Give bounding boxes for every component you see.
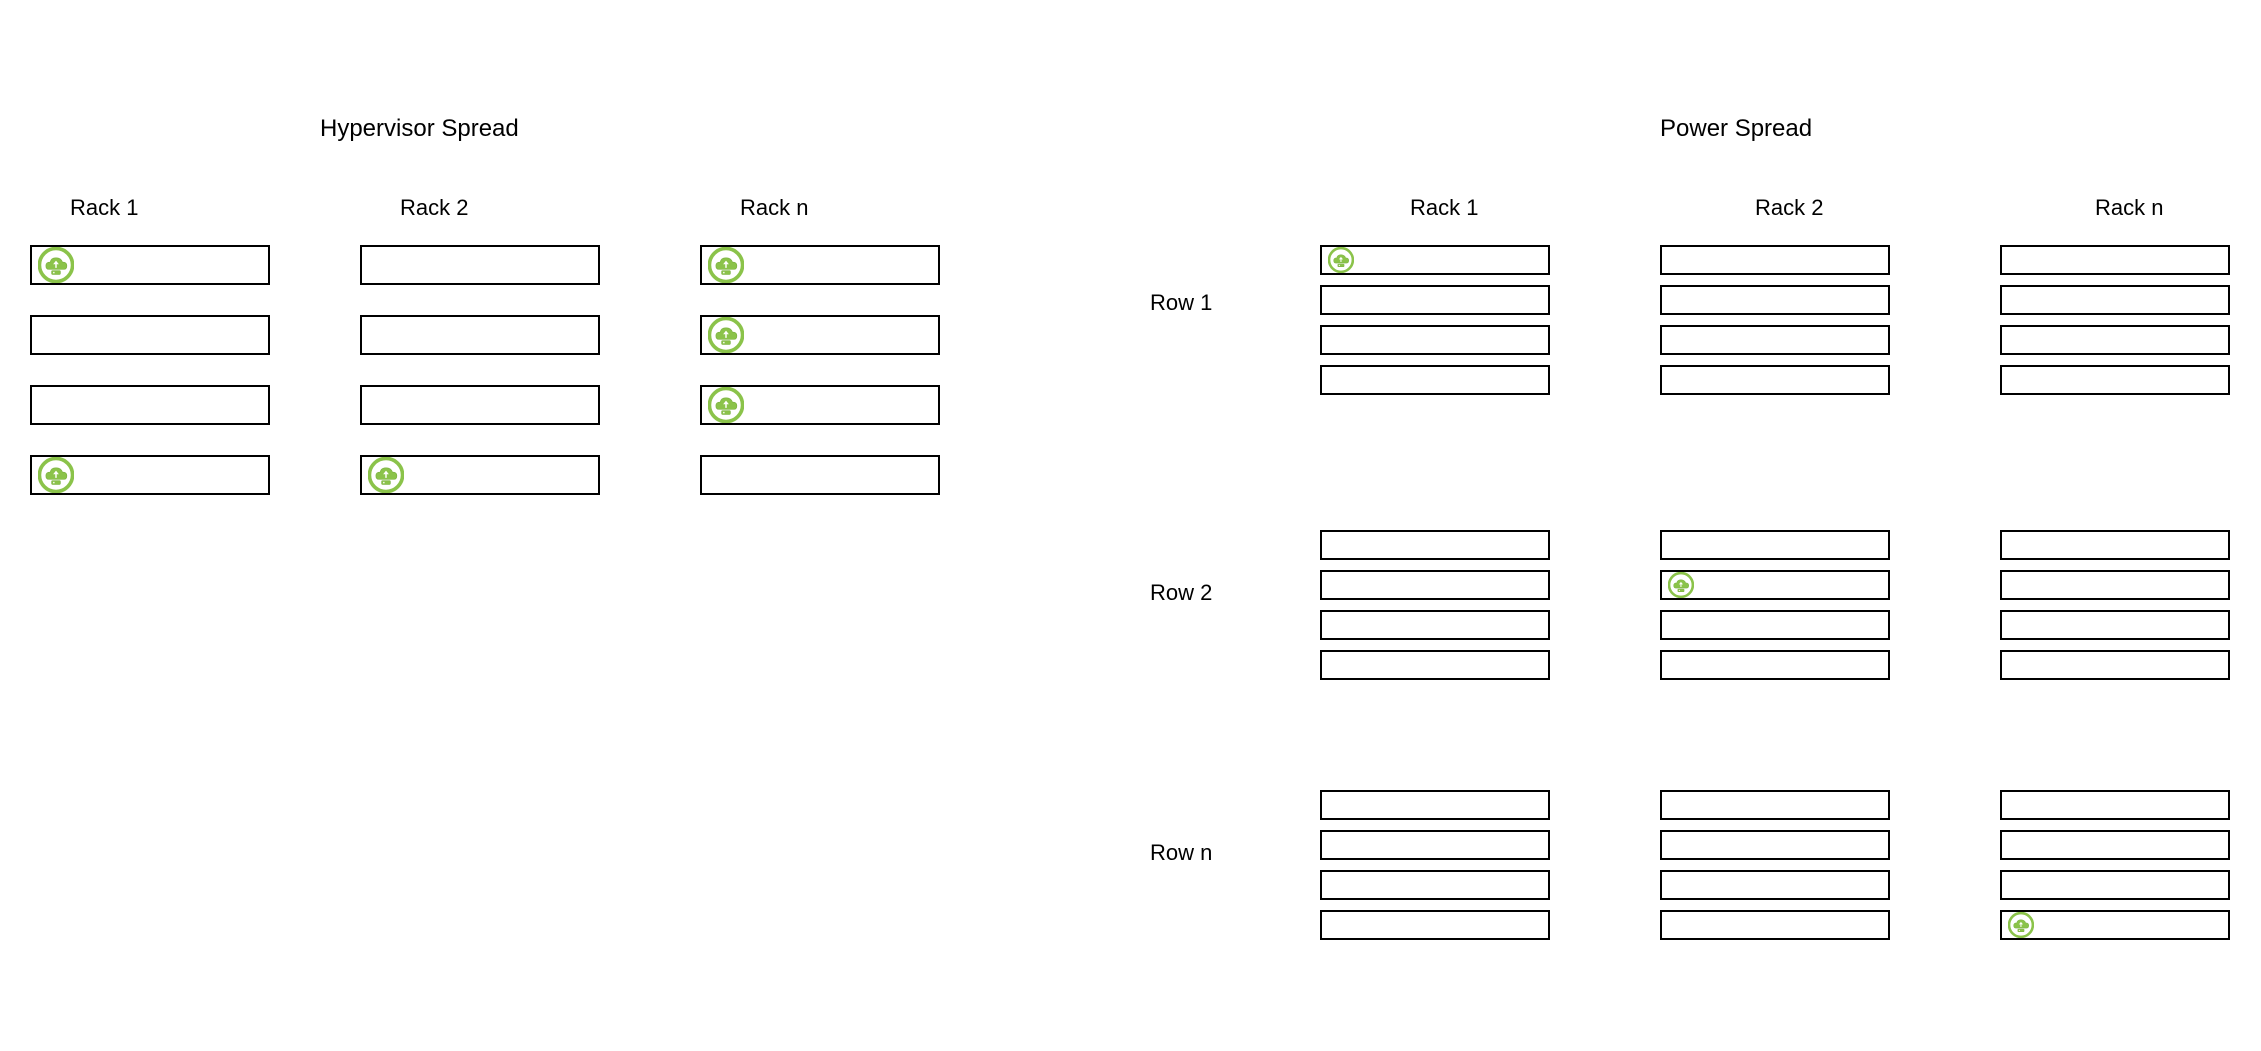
hypervisor-title: Hypervisor Spread: [320, 115, 519, 143]
power-title: Power Spread: [1660, 115, 1812, 143]
power-row-label-2: Row n: [1150, 840, 1212, 866]
power-row1-col0-slot1: [1320, 570, 1550, 600]
power-row1-col1-slot0: [1660, 530, 1890, 560]
power-row1-col1-slot1: [1660, 570, 1890, 600]
power-row0-col2-slot2: [2000, 325, 2230, 355]
power-row2-col1-slot3: [1660, 910, 1890, 940]
power-row1-col0-slot3: [1320, 650, 1550, 680]
power-row1-col2-slot3: [2000, 650, 2230, 680]
hypervisor-rack-n-slot-3: [700, 455, 940, 495]
power-row1-col2-slot2: [2000, 610, 2230, 640]
power-rack-label-0: Rack 1: [1410, 195, 1478, 221]
power-row0-col0-slot2: [1320, 325, 1550, 355]
vm-icon: [38, 247, 74, 283]
vm-icon: [1668, 572, 1694, 598]
power-row0-col1-slot2: [1660, 325, 1890, 355]
power-row2-col2-slot2: [2000, 870, 2230, 900]
power-row0-col1-slot1: [1660, 285, 1890, 315]
hypervisor-rack-1-slot-1: [30, 315, 270, 355]
power-row2-col1-slot2: [1660, 870, 1890, 900]
power-row0-col1-slot3: [1660, 365, 1890, 395]
power-row0-col2-slot1: [2000, 285, 2230, 315]
power-row2-col2-slot3: [2000, 910, 2230, 940]
power-row-label-1: Row 2: [1150, 580, 1212, 606]
power-row2-col0-slot3: [1320, 910, 1550, 940]
hypervisor-rack-2-slot-0: [360, 245, 600, 285]
hypervisor-rack-label-1: Rack 2: [400, 195, 468, 221]
vm-icon: [708, 317, 744, 353]
power-row1-col1-slot3: [1660, 650, 1890, 680]
vm-icon: [2008, 912, 2034, 938]
power-row1-col0-slot2: [1320, 610, 1550, 640]
hypervisor-rack-1-slot-2: [30, 385, 270, 425]
power-row1-col2-slot1: [2000, 570, 2230, 600]
vm-icon: [708, 387, 744, 423]
hypervisor-rack-2-slot-1: [360, 315, 600, 355]
vm-icon: [368, 457, 404, 493]
diagram-canvas: Hypervisor Spread Rack 1 Rack 2 Rack n: [0, 0, 2261, 1051]
power-row2-col0-slot2: [1320, 870, 1550, 900]
power-row0-col1-slot0: [1660, 245, 1890, 275]
hypervisor-rack-2-slot-2: [360, 385, 600, 425]
hypervisor-rack-label-2: Rack n: [740, 195, 808, 221]
vm-icon: [1328, 247, 1354, 273]
vm-icon: [708, 247, 744, 283]
power-row0-col0-slot0: [1320, 245, 1550, 275]
power-row2-col2-slot1: [2000, 830, 2230, 860]
power-row0-col2-slot0: [2000, 245, 2230, 275]
power-row1-col2-slot0: [2000, 530, 2230, 560]
hypervisor-rack-label-0: Rack 1: [70, 195, 138, 221]
vm-icon: [38, 457, 74, 493]
power-row0-col0-slot1: [1320, 285, 1550, 315]
power-row2-col0-slot0: [1320, 790, 1550, 820]
power-row2-col0-slot1: [1320, 830, 1550, 860]
power-row1-col1-slot2: [1660, 610, 1890, 640]
power-rack-label-2: Rack n: [2095, 195, 2163, 221]
power-rack-label-1: Rack 2: [1755, 195, 1823, 221]
power-row2-col1-slot1: [1660, 830, 1890, 860]
power-row0-col2-slot3: [2000, 365, 2230, 395]
power-row1-col0-slot0: [1320, 530, 1550, 560]
power-row2-col1-slot0: [1660, 790, 1890, 820]
power-row0-col0-slot3: [1320, 365, 1550, 395]
power-row-label-0: Row 1: [1150, 290, 1212, 316]
power-row2-col2-slot0: [2000, 790, 2230, 820]
